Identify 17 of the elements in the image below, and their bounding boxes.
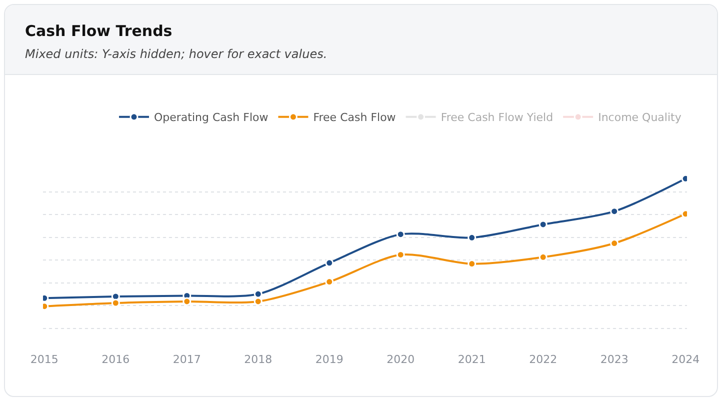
x-tick-label: 2019 xyxy=(315,353,344,366)
chart-title: Cash Flow Trends xyxy=(25,21,174,40)
x-tick-label: 2015 xyxy=(30,353,58,366)
x-tick-label: 2022 xyxy=(529,353,558,366)
legend-label: Operating Cash Flow xyxy=(154,111,268,124)
legend-label: Free Cash Flow xyxy=(313,111,396,124)
x-tick-label: 2024 xyxy=(672,353,700,366)
point xyxy=(182,297,192,306)
x-tick-label: 2018 xyxy=(244,353,272,366)
x-tick-label: 2020 xyxy=(386,353,415,366)
legend-label: Income Quality xyxy=(598,111,682,124)
x-tick-label: 2017 xyxy=(172,353,201,366)
x-tick-label: 2023 xyxy=(600,353,628,366)
x-tick-label: 2021 xyxy=(458,353,486,366)
chart-subtitle: Mixed units: Y-axis hidden; hover for exact values. xyxy=(25,47,328,61)
legend-label: Free Cash Flow Yield xyxy=(440,111,554,124)
x-tick-label: 2016 xyxy=(102,353,130,366)
